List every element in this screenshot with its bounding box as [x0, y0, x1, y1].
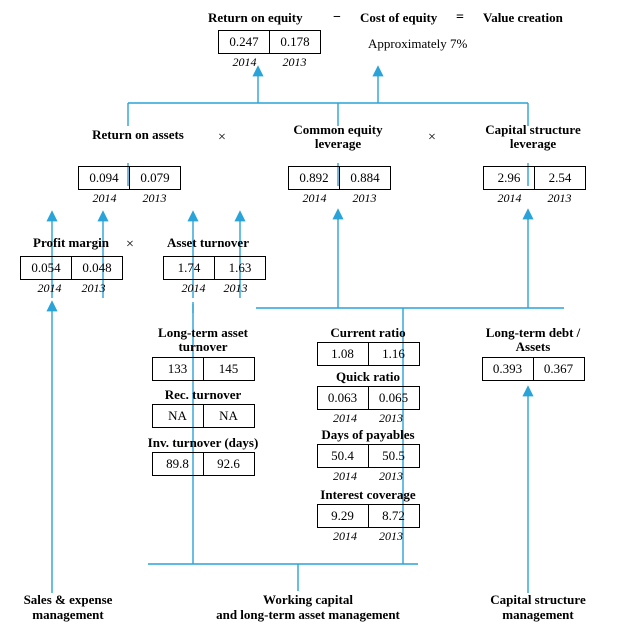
at-v1: 1.74 [164, 257, 214, 279]
csl-vals: 2.962.54 20142013 [483, 166, 586, 206]
pm-vals: 0.0540.048 20142013 [20, 256, 123, 296]
csl-v1: 2.96 [484, 167, 534, 189]
diagram-root: Return on equity − Cost of equity = Valu… [8, 8, 616, 628]
roe-pair: 0.2470.178 [218, 30, 321, 54]
cr-title: Current ratio [298, 326, 438, 340]
y: 2014 [28, 281, 72, 296]
at-node: Asset turnover [148, 236, 268, 252]
roe-label: Return on equity [208, 10, 303, 26]
label-capital-structure: Capital structure management [468, 593, 608, 623]
approx-text: Approximately 7% [368, 36, 467, 52]
qr-title: Quick ratio [298, 370, 438, 384]
y2: 2013 [270, 55, 320, 70]
equals-op: = [456, 10, 464, 26]
dp-v1: 50.4 [318, 445, 368, 467]
y1: 2014 [220, 55, 270, 70]
csl-node: Capital structure leverage [463, 123, 603, 154]
roe-v2: 0.178 [269, 31, 320, 53]
vc-label: Value creation [483, 10, 563, 26]
ltat-title: Long-term asset turnover [128, 326, 278, 355]
roa-v1: 0.094 [79, 167, 129, 189]
roa-node: Return on assets [68, 128, 208, 144]
qr-node: Quick ratio 0.0630.065 20142013 [298, 370, 438, 426]
at-v2: 1.63 [214, 257, 265, 279]
roa-v2: 0.079 [129, 167, 180, 189]
ltat-v1: 133 [153, 358, 203, 380]
y: 2013 [535, 191, 585, 206]
y: 2013 [368, 529, 414, 544]
y: 2013 [72, 281, 116, 296]
ltd-v2: 0.367 [533, 358, 584, 380]
cr-v2: 1.16 [368, 343, 419, 365]
label-sales-expense: Sales & expense management [8, 593, 128, 623]
cel-v2: 0.884 [339, 167, 390, 189]
pm-title: Profit margin [16, 236, 126, 250]
cel-node: Common equity leverage [268, 123, 408, 154]
y: 2014 [322, 529, 368, 544]
cel-v1: 0.892 [289, 167, 339, 189]
pm-node: Profit margin [16, 236, 126, 252]
y: 2014 [173, 281, 215, 296]
pm-v2: 0.048 [71, 257, 122, 279]
ic-v2: 8.72 [368, 505, 419, 527]
coe-label: Cost of equity [360, 10, 437, 26]
inv-node: Inv. turnover (days) 89.892.6 [128, 436, 278, 476]
qr-v2: 0.065 [368, 387, 419, 409]
dp-node: Days of payables 50.450.5 20142013 [298, 428, 438, 484]
ic-title: Interest coverage [298, 488, 438, 502]
roa-vals: 0.0940.079 20142013 [78, 166, 181, 206]
inv-v2: 92.6 [203, 453, 254, 475]
at-vals: 1.741.63 20142013 [163, 256, 266, 296]
roe-node: 0.2470.178 20142013 [218, 30, 321, 70]
ltd-v1: 0.393 [483, 358, 533, 380]
dp-v2: 50.5 [368, 445, 419, 467]
ic-node: Interest coverage 9.298.72 20142013 [298, 488, 438, 544]
cel-title: Common equity leverage [268, 123, 408, 152]
csl-title: Capital structure leverage [463, 123, 603, 152]
cr-v1: 1.08 [318, 343, 368, 365]
op-x-2: × [428, 130, 436, 146]
roe-v1: 0.247 [219, 31, 269, 53]
at-title: Asset turnover [148, 236, 268, 250]
y: 2014 [322, 469, 368, 484]
inv-title: Inv. turnover (days) [128, 436, 278, 450]
roe-years: 20142013 [218, 55, 321, 70]
y: 2014 [485, 191, 535, 206]
ltat-node: Long-term asset turnover 133145 [128, 326, 278, 381]
y: 2013 [340, 191, 390, 206]
roa-title: Return on assets [68, 128, 208, 142]
op-x-1: × [218, 130, 226, 146]
ic-v1: 9.29 [318, 505, 368, 527]
rec-v2: NA [203, 405, 254, 427]
label-working-capital: Working capital and long-term asset mana… [178, 593, 438, 623]
op-x-3: × [126, 237, 134, 253]
csl-v2: 2.54 [534, 167, 585, 189]
rec-title: Rec. turnover [128, 388, 278, 402]
y: 2013 [130, 191, 180, 206]
ltd-node: Long-term debt / Assets 0.3930.367 [458, 326, 608, 381]
ltd-title: Long-term debt / Assets [458, 326, 608, 355]
y: 2014 [322, 411, 368, 426]
rec-v1: NA [153, 405, 203, 427]
cel-vals: 0.8920.884 20142013 [288, 166, 391, 206]
minus-op: − [333, 10, 341, 26]
dp-title: Days of payables [298, 428, 438, 442]
y: 2013 [368, 411, 414, 426]
pm-v1: 0.054 [21, 257, 71, 279]
rec-node: Rec. turnover NANA [128, 388, 278, 428]
inv-v1: 89.8 [153, 453, 203, 475]
cr-node: Current ratio 1.081.16 [298, 326, 438, 366]
ltat-v2: 145 [203, 358, 254, 380]
y: 2014 [290, 191, 340, 206]
qr-v1: 0.063 [318, 387, 368, 409]
y: 2013 [368, 469, 414, 484]
y: 2014 [80, 191, 130, 206]
y: 2013 [215, 281, 257, 296]
